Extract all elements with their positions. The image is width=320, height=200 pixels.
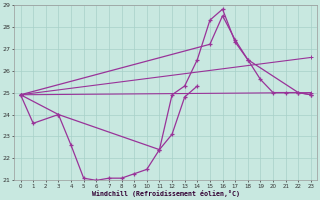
X-axis label: Windchill (Refroidissement éolien,°C): Windchill (Refroidissement éolien,°C) bbox=[92, 190, 240, 197]
